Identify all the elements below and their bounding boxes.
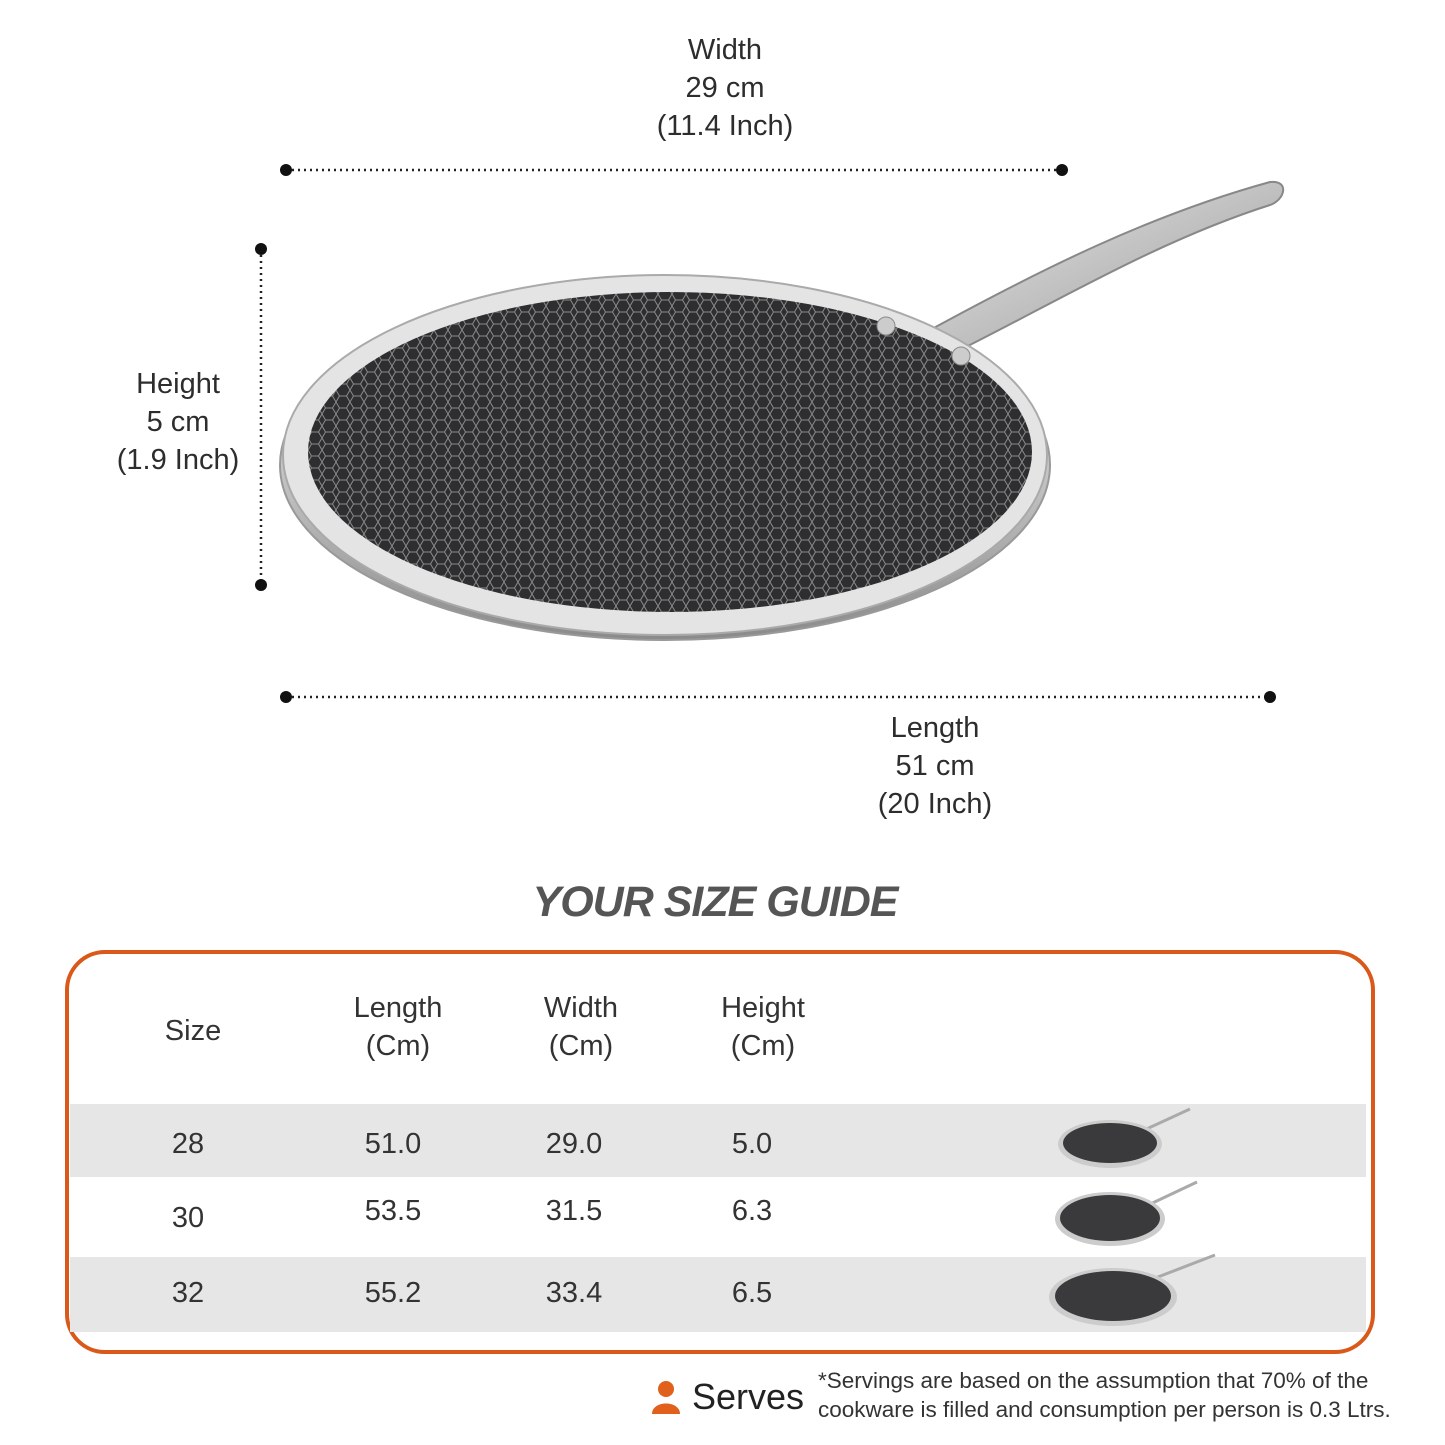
header-length-line2: (Cm) (365, 1030, 431, 1062)
cell-length: 51.0 (364, 1128, 422, 1160)
width-cm: 29 cm (685, 72, 765, 104)
cell-height: 6.5 (731, 1277, 773, 1309)
height-dimension-label: Height 5 cm (1.9 Inch) (78, 365, 278, 479)
header-length-line1: Length (353, 992, 443, 1024)
header-size: Size (164, 1015, 222, 1047)
cell-height: 6.3 (731, 1195, 773, 1227)
pan-thumbnail (1055, 1180, 1198, 1246)
cell-length: 55.2 (364, 1277, 422, 1309)
header-height-line1: Height (721, 992, 805, 1024)
pan-thumbnail (1058, 1107, 1191, 1168)
servings-note-line1: *Servings are based on the assumption th… (818, 1368, 1369, 1393)
table-row: 30 53.5 31.5 6.3 (70, 1177, 1366, 1257)
width-dimension-label: Width 29 cm (11.4 Inch) (600, 31, 850, 145)
height-inch: (1.9 Inch) (116, 444, 240, 476)
header-length: Length (Cm) (298, 989, 498, 1065)
cell-height: 5.0 (731, 1128, 773, 1160)
serves-label: Serves (692, 1376, 805, 1417)
pan-thumbnail (1049, 1253, 1216, 1326)
length-label: Length (890, 712, 980, 744)
width-label: Width (687, 34, 763, 66)
cell-size: 30 (171, 1202, 205, 1234)
pan-cooking-surface (308, 292, 1032, 612)
header-height-line2: (Cm) (730, 1030, 796, 1062)
table-row: 32 55.2 33.4 6.5 (70, 1253, 1366, 1332)
servings-note-line2: cookware is filled and consumption per p… (818, 1397, 1391, 1422)
header-height: Height (Cm) (663, 989, 863, 1065)
cell-width: 33.4 (545, 1277, 603, 1309)
person-icon (652, 1381, 680, 1414)
cell-width: 29.0 (545, 1128, 603, 1160)
cell-size: 32 (171, 1277, 205, 1309)
height-label: Height (136, 368, 220, 400)
size-guide-table (65, 950, 1375, 1354)
length-inch: (20 Inch) (877, 788, 993, 820)
header-width: Width (Cm) (481, 989, 681, 1065)
header-width-line2: (Cm) (548, 1030, 614, 1062)
pan-handle (928, 180, 1285, 352)
cell-length: 53.5 (364, 1195, 422, 1227)
width-inch: (11.4 Inch) (656, 110, 794, 142)
servings-note: *Servings are based on the assumption th… (818, 1366, 1391, 1424)
length-dimension-label: Length 51 cm (20 Inch) (810, 709, 1060, 823)
height-cm: 5 cm (146, 406, 210, 438)
header-width-line1: Width (543, 992, 619, 1024)
size-guide-title: YOUR SIZE GUIDE (532, 878, 899, 926)
table-row: 28 51.0 29.0 5.0 (70, 1104, 1366, 1177)
cell-size: 28 (171, 1128, 205, 1160)
length-cm: 51 cm (895, 750, 975, 782)
cell-width: 31.5 (545, 1195, 603, 1227)
